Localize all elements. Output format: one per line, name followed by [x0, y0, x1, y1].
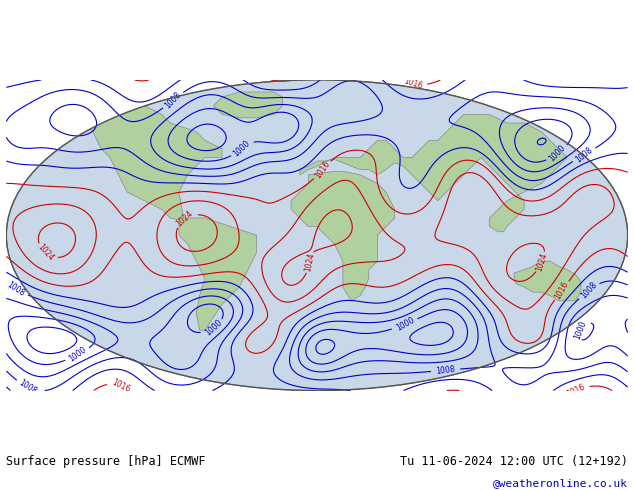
Text: 1000: 1000: [573, 319, 588, 341]
Polygon shape: [300, 114, 567, 232]
Ellipse shape: [6, 80, 628, 391]
Text: 1000: 1000: [232, 139, 252, 158]
Text: 1024: 1024: [304, 252, 316, 273]
Text: Surface pressure [hPa] ECMWF: Surface pressure [hPa] ECMWF: [6, 455, 206, 468]
Text: 1008: 1008: [17, 378, 38, 396]
Text: 1016: 1016: [566, 382, 586, 399]
Text: 1000: 1000: [394, 316, 416, 333]
Text: 1008: 1008: [579, 281, 598, 301]
Text: 1024: 1024: [535, 251, 549, 272]
Text: 1000: 1000: [548, 143, 567, 163]
Polygon shape: [179, 218, 257, 330]
Polygon shape: [23, 106, 222, 221]
Text: 1016: 1016: [110, 378, 132, 394]
Text: 1008: 1008: [164, 90, 183, 110]
Text: 1016: 1016: [402, 76, 424, 91]
Text: 1016: 1016: [313, 160, 332, 180]
Text: 1016: 1016: [553, 280, 571, 301]
Text: 1008: 1008: [5, 280, 26, 298]
Text: 1008: 1008: [574, 145, 594, 164]
Text: 1000: 1000: [67, 345, 88, 364]
Text: Tu 11-06-2024 12:00 UTC (12+192): Tu 11-06-2024 12:00 UTC (12+192): [399, 455, 628, 468]
Text: 1024: 1024: [175, 209, 195, 229]
Polygon shape: [214, 92, 283, 118]
Text: @weatheronline.co.uk: @weatheronline.co.uk: [493, 478, 628, 489]
Text: 1008: 1008: [436, 365, 456, 376]
Text: 1000: 1000: [204, 318, 224, 338]
Polygon shape: [514, 261, 581, 301]
Polygon shape: [291, 172, 394, 301]
Text: 1024: 1024: [36, 243, 55, 263]
